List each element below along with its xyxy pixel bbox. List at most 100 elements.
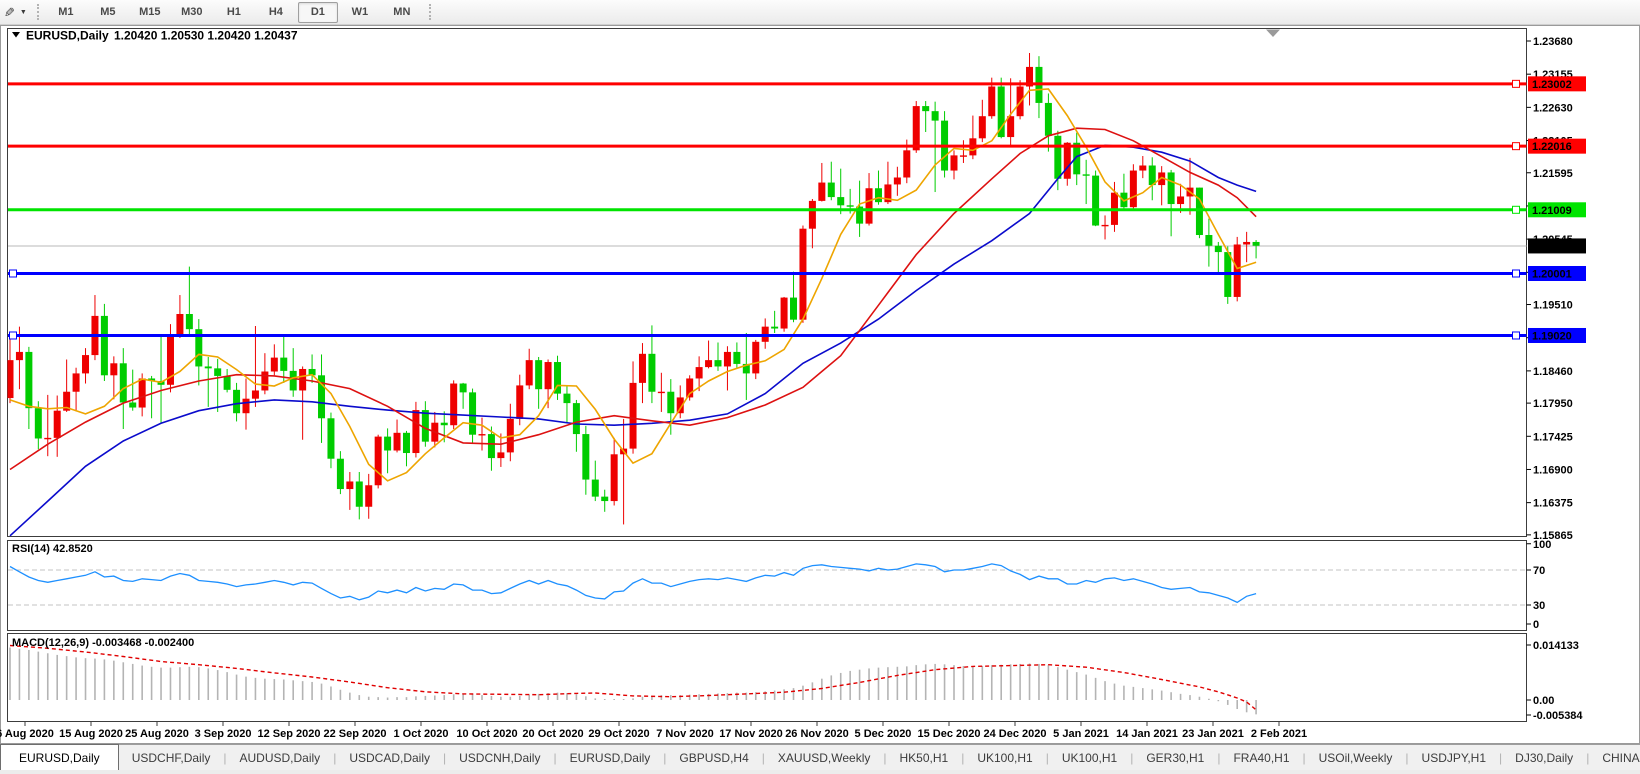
svg-text:1.17950: 1.17950 <box>1533 398 1573 410</box>
chart-tab-ger30-h1[interactable]: GER30,H1 <box>1146 750 1205 765</box>
date-label: 23 Jan 2021 <box>1182 728 1244 740</box>
rsi-panel[interactable] <box>7 540 1527 631</box>
date-label: 26 Nov 2020 <box>785 728 849 740</box>
chart-tab-usdjpy-h1[interactable]: USDJPY,H1 <box>1421 750 1487 765</box>
svg-text:-0.005384: -0.005384 <box>1533 710 1583 722</box>
macd-panel[interactable] <box>7 633 1527 722</box>
date-label: 3 Sep 2020 <box>195 728 252 740</box>
macd-label: MACD(12,26,9) -0.003468 -0.002400 <box>12 637 194 649</box>
tab-separator: | <box>1405 750 1409 765</box>
toolbar-grip <box>36 4 39 20</box>
svg-text:70: 70 <box>1533 565 1545 577</box>
tab-separator: | <box>333 750 337 765</box>
svg-text:1.17425: 1.17425 <box>1533 431 1573 443</box>
chart-tab-usoil-weekly[interactable]: USOil,Weekly <box>1318 750 1393 765</box>
top-toolbar: ✎ ▼ M1 M5 M15 M30 H1 H4 D1 W1 MN <box>0 0 1640 25</box>
horizontal-lines-layer[interactable] <box>8 79 1527 340</box>
timeframe-button-mn[interactable]: MN <box>393 5 411 18</box>
timeframe-button-m5[interactable]: M5 <box>100 5 116 18</box>
tab-separator: | <box>443 750 447 765</box>
date-label: 12 Sep 2020 <box>258 728 321 740</box>
timeframe-button-d1[interactable]: D1 <box>297 1 338 23</box>
price-chart[interactable]: 1.236801.231551.226301.221051.215951.210… <box>0 0 1640 744</box>
svg-text:30: 30 <box>1533 600 1545 612</box>
tab-separator: | <box>961 750 965 765</box>
timeframe-button-m15[interactable]: M15 <box>139 5 161 18</box>
title-collapse-arrow[interactable] <box>12 32 20 38</box>
rsi-label: RSI(14) 42.8520 <box>12 543 93 555</box>
chart-tab-uk100-h1[interactable]: UK100,H1 <box>1061 750 1118 765</box>
rsi-layer: 100 70 30 0 <box>8 539 1551 631</box>
svg-text:1.16900: 1.16900 <box>1533 464 1573 476</box>
drawing-tool-dropdown-arrow[interactable]: ▼ <box>19 8 27 16</box>
svg-text:1.22630: 1.22630 <box>1533 102 1573 114</box>
date-label: 20 Oct 2020 <box>522 728 583 740</box>
svg-text:1.20437: 1.20437 <box>1532 241 1572 253</box>
date-label: 2 Feb 2021 <box>1251 728 1307 740</box>
tab-separator: | <box>883 750 887 765</box>
date-label: 22 Sep 2020 <box>324 728 387 740</box>
chart-tab-china300-h1[interactable]: CHINA300,H1 <box>1602 750 1640 765</box>
date-label: 29 Oct 2020 <box>588 728 649 740</box>
chart-tab-dj30-daily[interactable]: DJ30,Daily <box>1515 750 1574 765</box>
chart-tab-uk100-h1[interactable]: UK100,H1 <box>977 750 1033 765</box>
chart-tab-xauusd-weekly[interactable]: XAUUSD,Weekly <box>777 750 871 765</box>
svg-text:1.23680: 1.23680 <box>1533 36 1573 48</box>
chart-tab-usdchf-daily[interactable]: USDCHF,Daily <box>131 750 211 765</box>
date-label: 25 Aug 2020 <box>125 728 189 740</box>
chart-title-symbol: EURUSD,Daily <box>26 29 109 43</box>
date-label: 24 Dec 2020 <box>984 728 1047 740</box>
date-label: 15 Aug 2020 <box>59 728 123 740</box>
svg-text:1.19020: 1.19020 <box>1532 330 1572 342</box>
date-label: 10 Oct 2020 <box>456 728 517 740</box>
macd-layer: 0.014133 0.00 -0.005384 <box>9 640 1583 722</box>
date-label: 1 Oct 2020 <box>393 728 448 740</box>
svg-text:1.19510: 1.19510 <box>1533 300 1573 312</box>
chart-tab-usdcnh-daily[interactable]: USDCNH,Daily <box>459 750 541 765</box>
svg-text:0.00: 0.00 <box>1533 695 1554 707</box>
chart-tab-eurusd-daily[interactable]: EURUSD,Daily <box>569 750 651 765</box>
timeframe-button-w1[interactable]: W1 <box>351 5 369 18</box>
tab-separator: | <box>1217 750 1221 765</box>
timeframe-button-m1[interactable]: M1 <box>58 5 74 18</box>
tab-separator: | <box>1302 750 1306 765</box>
chart-shift-marker[interactable] <box>1266 29 1280 38</box>
svg-text:1.18460: 1.18460 <box>1533 366 1573 378</box>
price-badges-layer: 1.23002 1.22016 1.21009 1.20001 1.19020 1.204… <box>1528 76 1586 343</box>
status-strip <box>0 770 1640 774</box>
date-axis-layer: 6 Aug 2020 15 Aug 2020 25 Aug 2020 3 Sep 20… <box>0 722 1307 740</box>
date-label: 17 Nov 2020 <box>719 728 783 740</box>
chart-tab-gbpusd-h4[interactable]: GBPUSD,H4 <box>679 750 749 765</box>
chart-title-ohlc: 1.20420 1.20530 1.20420 1.20437 <box>114 29 298 43</box>
svg-text:1.20001: 1.20001 <box>1532 268 1572 280</box>
main-price-panel[interactable] <box>7 28 1527 537</box>
timeframe-button-h4[interactable]: H4 <box>268 5 283 18</box>
date-label: 15 Dec 2020 <box>918 728 981 740</box>
chart-tab-usdcad-daily[interactable]: USDCAD,Daily <box>349 750 430 765</box>
chart-tab-eurusd-daily[interactable]: EURUSD,Daily <box>0 744 119 770</box>
svg-text:1.21595: 1.21595 <box>1533 168 1573 180</box>
tab-separator: | <box>1045 750 1049 765</box>
svg-text:0.014133: 0.014133 <box>1533 640 1579 652</box>
tab-separator: | <box>663 750 667 765</box>
svg-text:1.16375: 1.16375 <box>1533 498 1573 510</box>
chart-tab-fra40-h1[interactable]: FRA40,H1 <box>1233 750 1290 765</box>
svg-text:0: 0 <box>1533 619 1539 631</box>
timeframe-toolbar: M1 M5 M15 M30 H1 H4 D1 W1 MN <box>45 0 423 24</box>
date-label: 5 Dec 2020 <box>855 728 912 740</box>
timeframe-button-h1[interactable]: H1 <box>226 5 241 18</box>
svg-text:1.23002: 1.23002 <box>1532 79 1572 91</box>
tab-separator: | <box>761 750 765 765</box>
date-label: 5 Jan 2021 <box>1053 728 1109 740</box>
date-label: 6 Aug 2020 <box>0 728 54 740</box>
svg-text:1.22016: 1.22016 <box>1532 141 1572 153</box>
tab-separator: | <box>553 750 557 765</box>
tab-separator: | <box>1499 750 1503 765</box>
date-label: 14 Jan 2021 <box>1116 728 1178 740</box>
chart-tab-audusd-daily[interactable]: AUDUSD,Daily <box>239 750 321 765</box>
timeframe-button-m30[interactable]: M30 <box>181 5 203 18</box>
tab-separator: | <box>223 750 227 765</box>
chart-tab-hk50-h1[interactable]: HK50,H1 <box>899 750 949 765</box>
svg-text:1.15865: 1.15865 <box>1533 530 1573 542</box>
svg-text:1.21009: 1.21009 <box>1532 205 1572 217</box>
